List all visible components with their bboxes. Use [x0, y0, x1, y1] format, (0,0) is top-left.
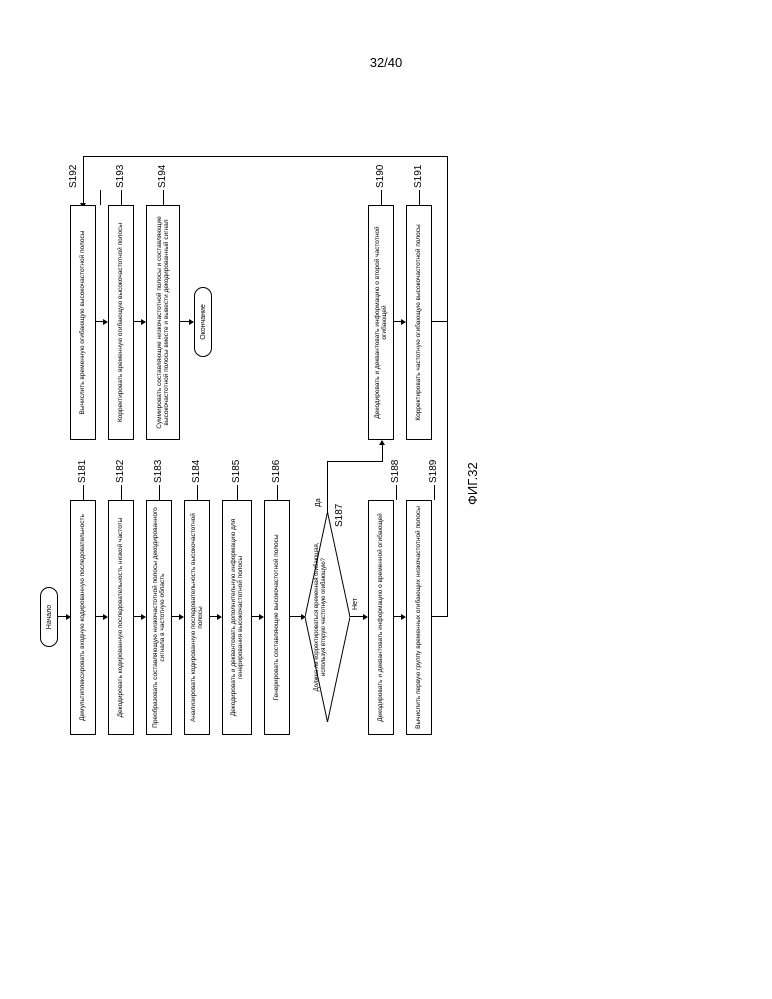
connector: [277, 485, 278, 500]
step-label-s184: S184: [191, 460, 202, 483]
step-s194: Суммировать составляющие низкочастотной …: [146, 205, 180, 440]
step-label-s183: S183: [153, 460, 164, 483]
page-number: 32/40: [370, 55, 403, 70]
decision-text: Должна ли корректироваться временная оги…: [314, 532, 327, 702]
step-text: Декодировать и деквантовать информацию о…: [374, 209, 389, 436]
step-label-s181: S181: [77, 460, 88, 483]
step-s188: Декодировать и деквантовать информацию о…: [368, 500, 394, 735]
step-text: Преобразовать составляющую низкочастотно…: [152, 504, 167, 731]
arrow-icon: [379, 440, 385, 445]
step-label-s194: S194: [157, 165, 168, 188]
step-label-s185: S185: [231, 460, 242, 483]
step-text: Корректировать временную огибающую высок…: [117, 223, 124, 422]
figure-label: ФИГ.32: [465, 462, 480, 505]
connector: [327, 462, 328, 512]
step-s184: Анализировать кодированную последователь…: [184, 500, 210, 735]
connector: [382, 442, 383, 462]
step-text: Вычислить первую группу временных огибаю…: [415, 506, 422, 729]
connector: [121, 485, 122, 500]
start-terminal: Начало: [40, 587, 58, 647]
connector: [100, 190, 101, 205]
step-s182: Декодировать кодированную последовательн…: [108, 500, 134, 735]
step-s183: Преобразовать составляющую низкочастотно…: [146, 500, 172, 735]
connector: [83, 157, 84, 205]
connector: [121, 190, 122, 205]
step-s193: Корректировать временную огибающую высок…: [108, 205, 134, 440]
connector: [327, 461, 382, 462]
connector: [381, 190, 382, 205]
step-text: Корректировать частотную огибающую высок…: [415, 224, 422, 420]
connector: [419, 190, 420, 205]
start-label: Начало: [46, 605, 53, 629]
edge-no: Нет: [352, 598, 359, 610]
step-text: Декодировать кодированную последовательн…: [117, 518, 124, 718]
step-label-s187: S187: [334, 504, 345, 527]
connector: [83, 156, 448, 157]
step-text: Декодировать и деквантовать дополнительн…: [230, 504, 245, 731]
end-terminal: Окончание: [194, 287, 212, 357]
flowchart: Начало Демультиплексировать входную коди…: [40, 245, 740, 765]
connector: [237, 485, 238, 500]
step-label-s188: S188: [390, 460, 401, 483]
connector: [396, 485, 397, 500]
step-s185: Декодировать и деквантовать дополнительн…: [222, 500, 252, 735]
step-label-s190: S190: [375, 165, 386, 188]
end-label: Окончание: [200, 304, 207, 340]
connector: [159, 485, 160, 500]
step-s186: Генерировать составляющие высокочастотно…: [264, 500, 290, 735]
step-label-s192: S192: [68, 165, 79, 188]
step-label-s189: S189: [428, 460, 439, 483]
step-s191: Корректировать частотную огибающую высок…: [406, 205, 432, 440]
step-s192: Вычислить временную огибающую высокочаст…: [70, 205, 96, 440]
step-s181: Демультиплексировать входную кодированну…: [70, 500, 96, 735]
connector: [434, 485, 435, 500]
connector: [163, 190, 164, 205]
step-text: Генерировать составляющие высокочастотно…: [273, 534, 280, 700]
connector: [197, 485, 198, 500]
step-s189: Вычислить первую группу временных огибаю…: [406, 500, 432, 735]
connector: [83, 485, 84, 500]
edge-yes: Да: [315, 498, 322, 507]
step-s190: Декодировать и деквантовать информацию о…: [368, 205, 394, 440]
step-label-s186: S186: [271, 460, 282, 483]
connector: [432, 321, 447, 322]
step-text: Суммировать составляющие низкочастотной …: [156, 209, 171, 436]
connector: [447, 157, 448, 617]
step-label-s191: S191: [413, 165, 424, 188]
step-text: Декодировать и деквантовать информацию о…: [377, 513, 384, 721]
step-label-s193: S193: [115, 165, 126, 188]
decision-label: Должна ли корректироваться временная оги…: [314, 543, 327, 692]
step-text: Демультиплексировать входную кодированну…: [79, 514, 86, 721]
step-text: Вычислить временную огибающую высокочаст…: [79, 231, 86, 415]
decision-s187: [305, 512, 350, 722]
step-text: Анализировать кодированную последователь…: [190, 504, 205, 731]
step-label-s182: S182: [115, 460, 126, 483]
connector: [432, 616, 447, 617]
